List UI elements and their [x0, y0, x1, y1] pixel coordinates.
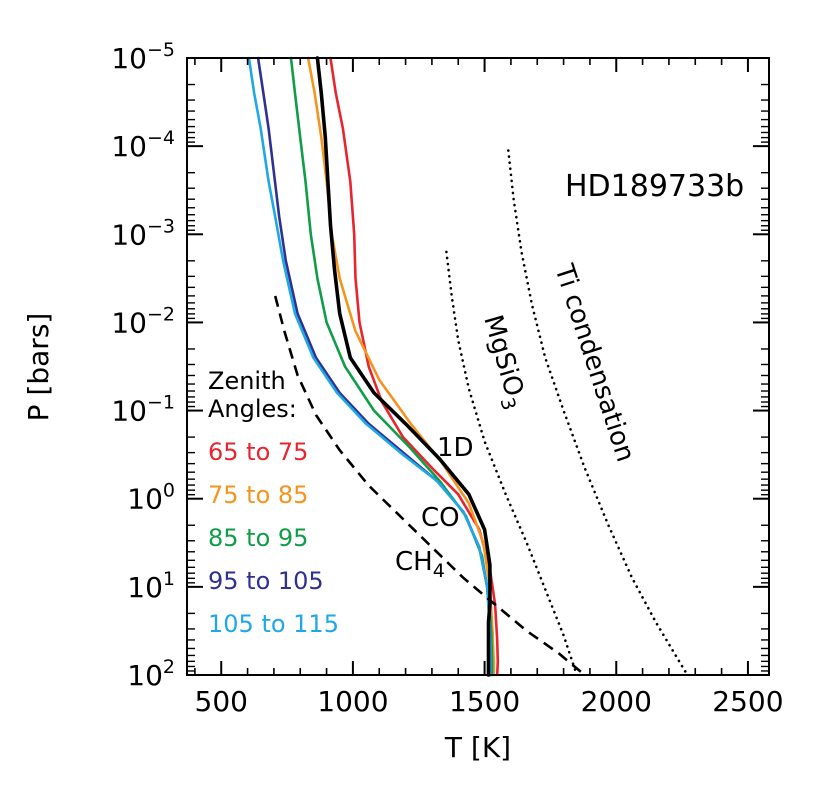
x-tick-label: 2500	[712, 685, 783, 718]
ch4-label-base: CH	[395, 547, 433, 577]
ti-condensation-label: Ti condensation	[548, 260, 640, 466]
y-tick-label: 102	[127, 656, 175, 692]
ticks-layer	[187, 57, 769, 676]
legend-item-label: 75 to 85	[208, 481, 308, 509]
x-tick-label: 2000	[581, 685, 652, 718]
y-tick-label: 10−2	[111, 303, 175, 339]
y-tick-label: 10−4	[111, 127, 175, 163]
series-line-0	[329, 56, 500, 677]
x-tick-label: 1000	[317, 685, 388, 718]
one-d-label: 1D	[437, 433, 474, 463]
legend-item-label: 85 to 95	[208, 524, 308, 552]
y-tick-label: 10−3	[111, 215, 175, 251]
legend: 65 to 75 75 to 85 85 to 95 95 to 105 105 to …	[208, 438, 339, 638]
legend-title-line2: Angles:	[208, 395, 297, 423]
series-line-6	[273, 295, 586, 676]
x-axis-label: T [K]	[444, 731, 511, 764]
mgsio3-label-subscript: 3	[495, 395, 519, 413]
series-line-1	[306, 56, 496, 677]
y-tick-label: 10−5	[111, 39, 175, 75]
series-line-4	[247, 56, 492, 677]
legend-item-label: 65 to 75	[208, 438, 308, 466]
x-tick-label: 1500	[449, 685, 520, 718]
legend-item-label: 95 to 105	[208, 567, 324, 595]
legend-item-label: 105 to 115	[208, 610, 339, 638]
y-tick-label: 101	[127, 568, 175, 604]
y-axis-label: P [bars]	[22, 313, 55, 422]
legend-title-line1: Zenith	[208, 367, 286, 395]
ch4-label-subscript: 4	[433, 560, 445, 582]
ch4-label: CH4	[395, 547, 445, 582]
x-tick-label: 500	[195, 685, 248, 718]
plot-frame	[186, 57, 770, 676]
mgsio3-label: MgSiO3	[472, 312, 532, 413]
co-label: CO	[421, 503, 460, 533]
series-layer	[247, 56, 689, 677]
y-tick-label: 100	[127, 480, 175, 516]
mgsio3-label-base: MgSiO	[477, 312, 529, 400]
series-line-7	[445, 250, 579, 677]
y-tick-label: 10−1	[111, 392, 175, 428]
series-line-5	[315, 56, 492, 677]
planet-name-label: HD189733b	[565, 169, 744, 204]
labels-layer: 500 1000 1500 2000 2500 10−5 10−4 10−3 10−2 10−1 1…	[111, 39, 783, 718]
